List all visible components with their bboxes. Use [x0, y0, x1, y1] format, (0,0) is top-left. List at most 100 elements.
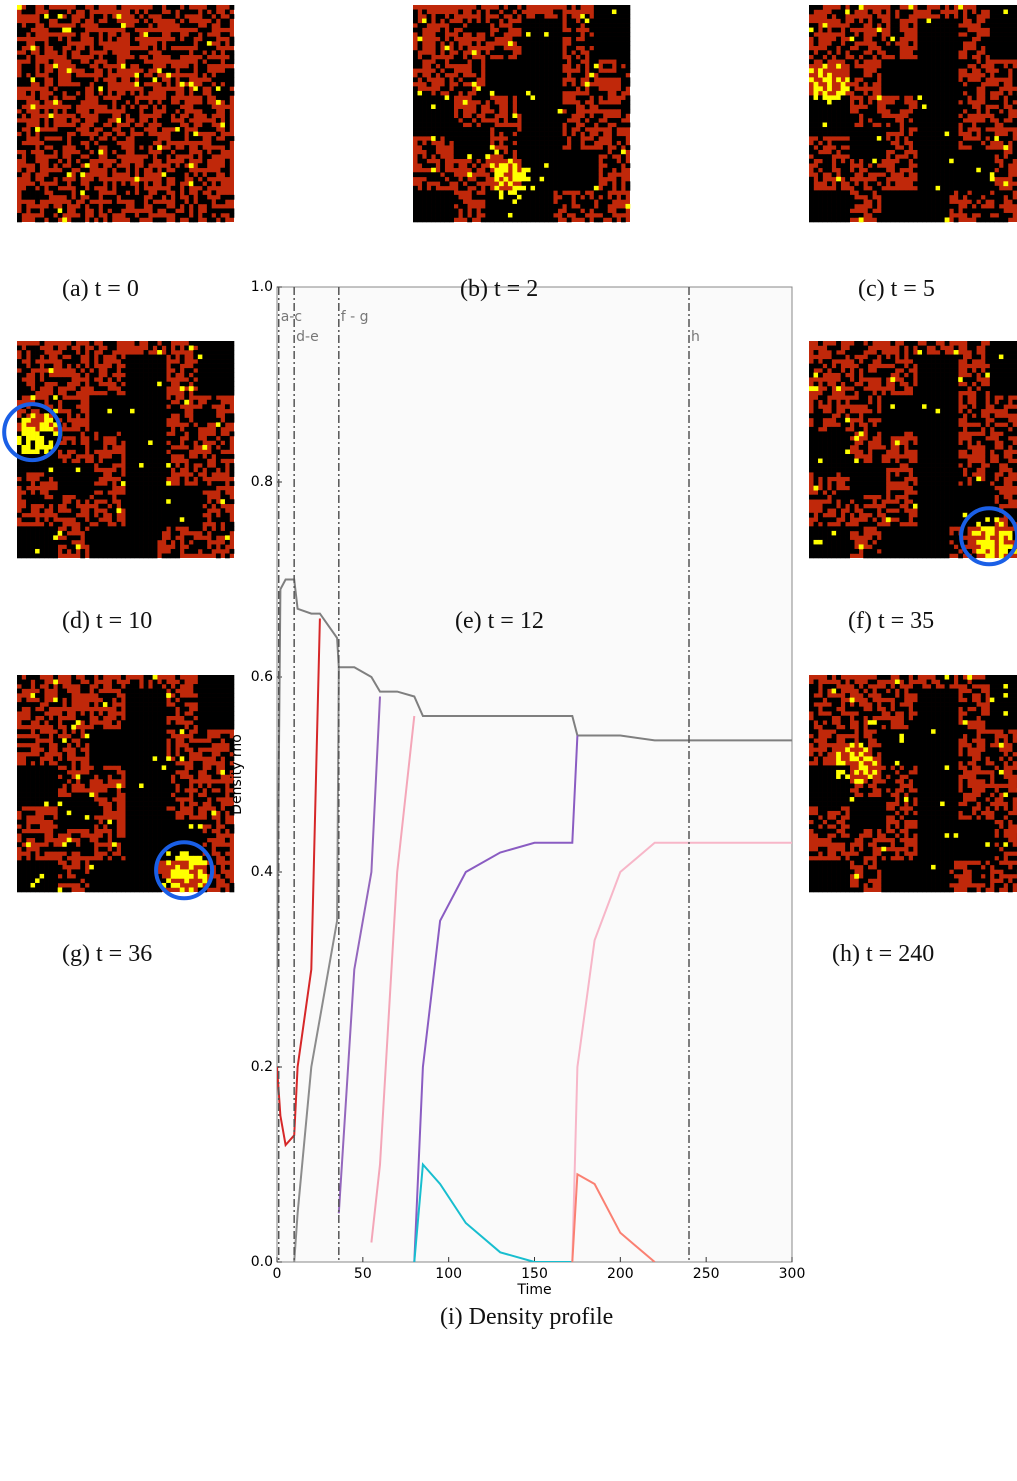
cell	[480, 23, 486, 28]
cell	[1012, 27, 1017, 33]
cell	[485, 194, 491, 200]
cell	[426, 90, 432, 96]
cell	[202, 122, 208, 128]
cell	[84, 431, 90, 437]
cell	[516, 63, 522, 69]
cell	[602, 54, 608, 60]
cell	[211, 59, 217, 65]
cell	[179, 386, 185, 392]
cell	[53, 490, 58, 496]
cell	[548, 72, 554, 78]
cell	[166, 472, 172, 477]
cell	[166, 345, 172, 351]
cell	[30, 104, 36, 110]
cell	[224, 140, 230, 146]
cell	[566, 14, 572, 19]
cell	[607, 18, 613, 24]
cell	[971, 199, 977, 205]
cell	[102, 503, 108, 509]
cell	[958, 5, 964, 10]
cell	[521, 172, 527, 178]
cell	[148, 395, 153, 401]
cell	[44, 208, 49, 214]
cell	[575, 181, 581, 187]
cell	[620, 14, 626, 19]
cell	[507, 59, 513, 65]
cell	[809, 181, 814, 187]
cell	[935, 203, 941, 209]
cell	[175, 185, 181, 191]
cell	[831, 108, 837, 114]
cell	[521, 217, 527, 223]
cell	[944, 72, 950, 78]
cell	[66, 490, 72, 496]
cell	[912, 212, 918, 218]
cell	[75, 122, 81, 128]
cell	[93, 212, 99, 218]
cell	[71, 354, 77, 360]
cell	[584, 122, 590, 128]
cell	[116, 472, 122, 477]
cell	[197, 127, 203, 132]
cell	[953, 86, 959, 92]
cell	[107, 127, 113, 132]
cell	[471, 181, 477, 187]
cell	[53, 422, 58, 428]
cell	[152, 485, 158, 491]
cell	[480, 140, 486, 146]
cell	[157, 203, 162, 209]
cell	[116, 23, 122, 28]
cell	[903, 77, 909, 83]
cell	[949, 99, 954, 105]
cell	[521, 127, 527, 132]
cell	[867, 122, 873, 128]
cell	[539, 118, 545, 123]
cell	[985, 118, 991, 123]
cell	[516, 172, 522, 178]
cell	[157, 390, 162, 396]
cell	[809, 127, 814, 132]
cell	[1007, 50, 1013, 56]
cell	[953, 54, 959, 60]
cell	[148, 9, 153, 15]
cell	[422, 190, 427, 196]
cell	[107, 167, 113, 173]
cell	[157, 194, 162, 200]
cell	[503, 199, 509, 205]
cell	[485, 136, 491, 141]
cell	[48, 363, 54, 369]
cell	[598, 5, 604, 10]
cell	[26, 490, 31, 496]
cell	[998, 212, 1004, 218]
cell	[809, 23, 814, 28]
cell	[224, 50, 230, 56]
cell	[917, 199, 923, 205]
cell	[845, 45, 850, 51]
cell	[908, 90, 914, 96]
cell	[1012, 5, 1017, 10]
cell	[161, 99, 167, 105]
cell	[494, 199, 500, 205]
cell	[809, 208, 814, 214]
cell	[998, 113, 1004, 119]
cell	[958, 167, 964, 173]
cell	[471, 95, 477, 101]
cell	[184, 449, 190, 455]
cell	[858, 45, 864, 51]
cell	[544, 185, 549, 191]
cell	[134, 108, 140, 114]
cell	[143, 131, 149, 137]
cell	[462, 59, 468, 65]
cell	[944, 181, 950, 187]
cell	[71, 217, 77, 223]
cell	[553, 208, 558, 214]
cell	[17, 41, 22, 46]
cell	[593, 158, 599, 164]
cell	[93, 18, 99, 24]
cell	[224, 72, 230, 78]
cell	[535, 199, 540, 205]
cell	[589, 149, 595, 155]
cell	[908, 9, 914, 15]
cell	[17, 217, 22, 223]
cell	[557, 172, 563, 178]
